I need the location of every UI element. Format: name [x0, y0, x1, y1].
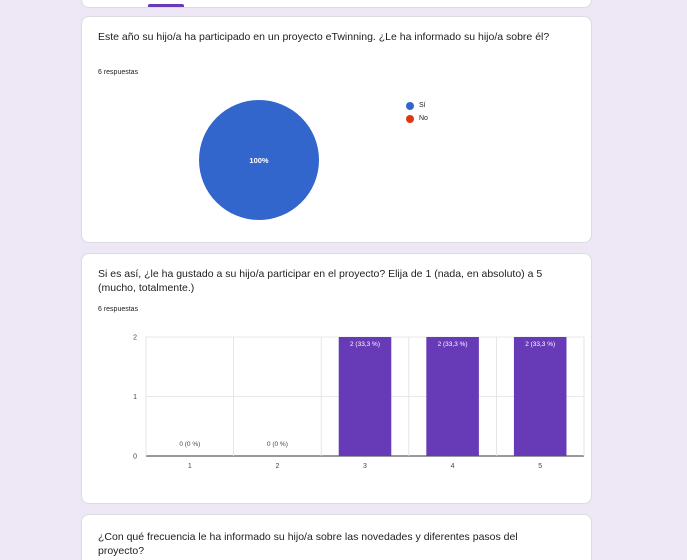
legend-label-no: No [419, 115, 428, 122]
pie-legend: Sí No [406, 99, 428, 125]
x-tick-label-2: 2 [275, 463, 279, 470]
y-tick-label-2: 2 [133, 335, 137, 342]
bar-data-label-1: 0 (0 %) [179, 441, 200, 448]
x-tick-label-4: 4 [451, 463, 455, 470]
legend-swatch-si [406, 101, 414, 110]
y-tick-label-0: 0 [133, 454, 137, 461]
bar-4[interactable] [426, 337, 479, 456]
pie-chart: 100% [199, 100, 319, 220]
question-card-frequency: ¿Con qué frecuencia le ha informado su h… [81, 514, 592, 560]
x-tick-label-5: 5 [538, 463, 542, 470]
legend-item-si[interactable]: Sí [406, 99, 428, 112]
pie-slice-si[interactable] [199, 100, 319, 220]
bar-5[interactable] [513, 337, 567, 456]
question-card-etwinning-informed: Este año su hijo/a ha participado en un … [81, 16, 592, 243]
legend-item-no[interactable]: No [406, 112, 428, 125]
question-title: Este año su hijo/a ha participado en un … [98, 31, 550, 43]
bar-data-label-4: 2 (33,3 %) [438, 341, 468, 348]
legend-swatch-no [406, 114, 414, 123]
bar-data-label-2: 0 (0 %) [267, 441, 288, 448]
pie-slice-label: 100% [249, 156, 269, 165]
legend-label-si: Sí [419, 102, 426, 109]
question-title: Si es así, ¿le ha gustado a su hijo/a pa… [98, 268, 543, 294]
question-title: ¿Con qué frecuencia le ha informado su h… [98, 531, 518, 557]
response-count: 6 respuestas [98, 69, 139, 76]
x-tick-label-3: 3 [363, 463, 367, 470]
y-tick-label-1: 1 [133, 394, 137, 401]
x-tick-label-1: 1 [188, 463, 192, 470]
bar-data-label-3: 2 (33,3 %) [350, 341, 380, 348]
bar-data-label-5: 2 (33,3 %) [525, 341, 555, 348]
bar-chart: 0 1 2 0 (0 %) 1 0 (0 %) 2 2 (33,3 %) 3 2 (33,3 %)… [133, 335, 585, 470]
active-tab-indicator [148, 4, 184, 7]
response-count: 6 respuestas [98, 306, 139, 313]
bar-3[interactable] [338, 337, 392, 456]
question-card-liked-project: Si es así, ¿le ha gustado a su hijo/a pa… [81, 253, 592, 504]
previous-card [81, 0, 592, 8]
